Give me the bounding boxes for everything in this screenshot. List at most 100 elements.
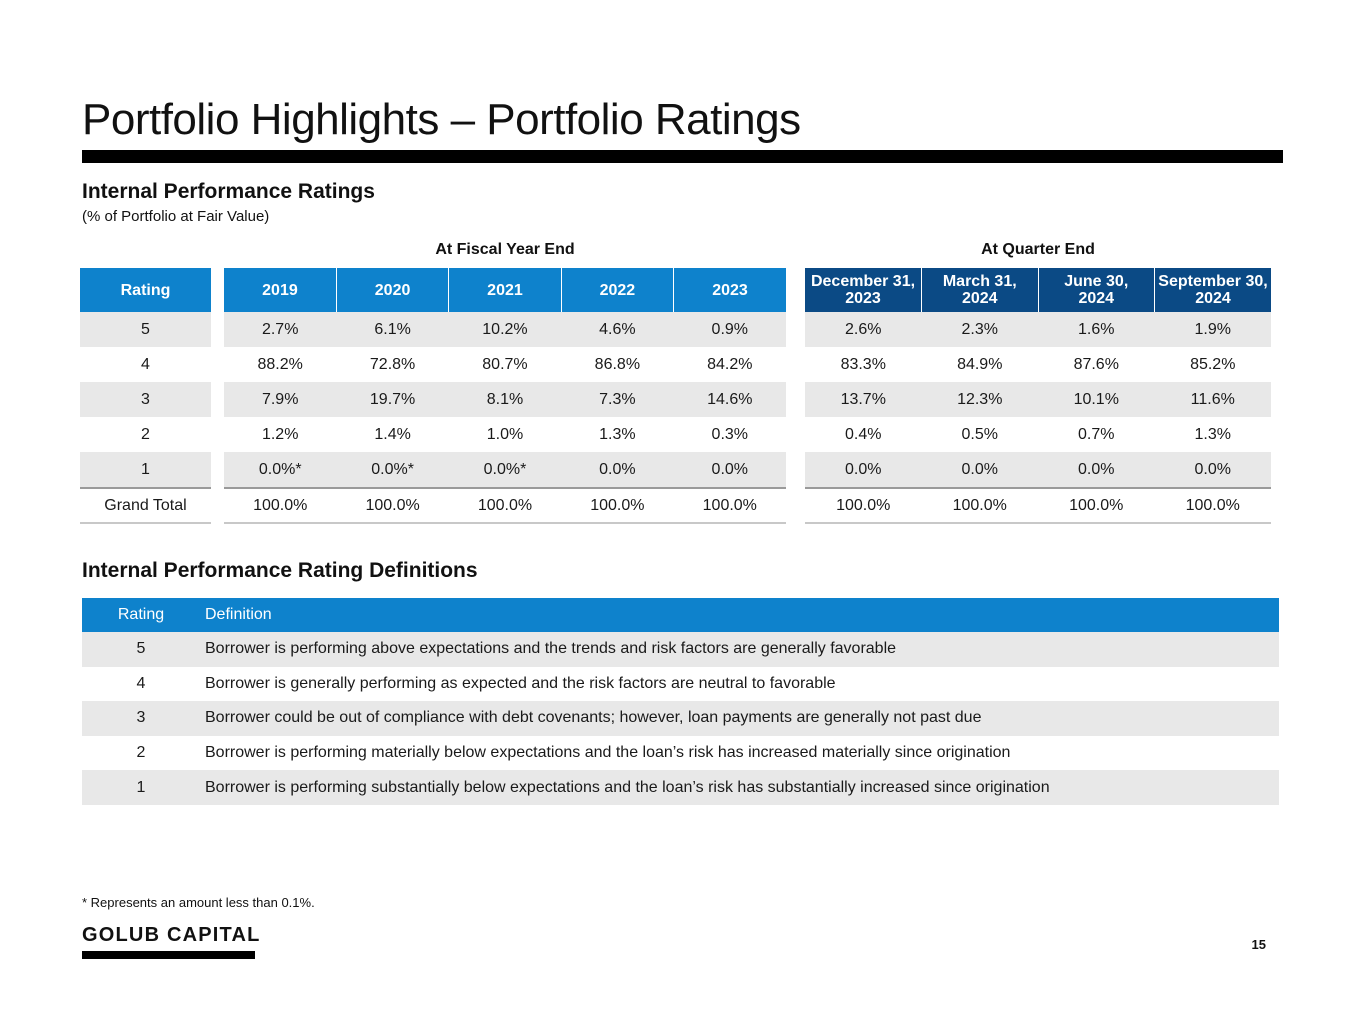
rating-cell: 1 [80,452,211,488]
definition-rating-cell: 2 [136,744,146,762]
table-row: 5 Borrower is performing above expectati… [82,632,1279,667]
value-cell: 1.9% [1154,312,1271,347]
rating-cell: 5 [80,312,211,347]
rating-cell: Grand Total [80,487,211,524]
table-row: 3 Borrower could be out of compliance wi… [82,701,1279,736]
value-cell: 0.9% [673,312,786,347]
definitions-definition-header: Definition [200,598,1279,632]
ratings-heading: Internal Performance Ratings [82,180,375,203]
ratings-subheading: (% of Portfolio at Fair Value) [82,208,270,225]
table-row: 3 [80,382,211,417]
quarter-header-mar-2024: March 31, 2024 [921,268,1038,312]
value-cell: 0.4% [845,425,882,443]
value-cell: 100.0% [673,487,786,524]
table-row: 2 Borrower is performing materially belo… [82,736,1279,771]
definitions-table: Rating Definition 5 Borrower is performi… [82,598,1279,805]
rating-header: Rating [80,268,211,312]
table-row: 88.2% 72.8% 80.7% 86.8% 84.2% [224,347,786,382]
value-cell: 12.3% [921,382,1038,417]
fiscal-group-label: At Fiscal Year End [435,241,575,258]
definition-rating-cell: 3 [82,701,200,736]
value-cell: 88.2% [257,355,303,373]
value-cell: 100.0% [1038,487,1155,524]
value-cell: 100.0% [1154,487,1271,524]
quarter-end-table: December 31, 2023 March 31, 2024 June 30, 2… [805,268,1271,524]
definitions-rating-header: Rating [82,598,200,632]
fiscal-header-2021: 2021 [448,268,562,312]
value-cell: 84.2% [707,355,753,373]
total-row: Grand Total [80,487,211,524]
rating-cell: 2 [141,425,150,443]
table-row: 2.6% 2.3% 1.6% 1.9% [805,312,1271,347]
value-cell: 100.0% [336,487,449,524]
value-cell: 0.5% [961,425,998,443]
value-cell: 0.0% [805,452,922,488]
definition-rating-cell: 5 [82,632,200,667]
value-cell: 1.3% [1194,425,1231,443]
value-cell: 1.4% [374,425,411,443]
quarter-header-dec-2023: December 31, 2023 [805,268,922,312]
fiscal-year-table: 2019 2020 2021 2022 2023 2.7% 6.1% 10.2%… [224,268,786,524]
value-cell: 0.0%* [224,452,337,488]
value-cell: 100.0% [561,487,674,524]
value-cell: 87.6% [1073,355,1119,373]
value-cell: 13.7% [805,382,922,417]
table-row: 0.0% 0.0% 0.0% 0.0% [805,452,1271,488]
value-cell: 84.9% [957,355,1003,373]
rating-cell: 3 [80,382,211,417]
value-cell: 80.7% [482,355,528,373]
value-cell: 14.6% [673,382,786,417]
value-cell: 0.0% [561,452,674,488]
table-row: 2.7% 6.1% 10.2% 4.6% 0.9% [224,312,786,347]
value-cell: 86.8% [594,355,641,373]
rating-cell: 4 [141,355,150,373]
value-cell: 0.0%* [336,452,449,488]
definition-text-cell: Borrower is generally performing as expe… [205,674,836,692]
value-cell: 0.0% [921,452,1038,488]
table-row: 5 [80,312,211,347]
quarter-header-sep-2024: September 30, 2024 [1154,268,1271,312]
definition-text-cell: Borrower is performing above expectation… [200,632,1279,667]
table-row: 4 [80,347,211,382]
table-row: 0.0%* 0.0%* 0.0%* 0.0% 0.0% [224,452,786,488]
definition-text-cell: Borrower is performing materially below … [205,744,1011,762]
value-cell: 1.6% [1038,312,1155,347]
value-cell: 4.6% [561,312,674,347]
table-row: 4 Borrower is generally performing as ex… [82,667,1279,702]
value-cell: 0.7% [1078,425,1115,443]
total-row: 100.0% 100.0% 100.0% 100.0% 100.0% [224,487,786,524]
company-logo: GOLUB CAPITAL [82,924,261,946]
value-cell: 100.0% [805,487,922,524]
value-cell: 8.1% [448,382,562,417]
table-row: 2 [80,417,211,452]
value-cell: 0.0% [673,452,786,488]
table-row: 13.7% 12.3% 10.1% 11.6% [805,382,1271,417]
title-rule [82,150,1283,163]
value-cell: 7.9% [224,382,337,417]
value-cell: 2.6% [805,312,922,347]
value-cell: 1.0% [486,425,524,443]
value-cell: 7.3% [561,382,674,417]
value-cell: 1.2% [261,425,299,443]
total-row: 100.0% 100.0% 100.0% 100.0% [805,487,1271,524]
value-cell: 2.7% [224,312,337,347]
definition-rating-cell: 1 [82,770,200,805]
value-cell: 0.0% [1038,452,1155,488]
value-cell: 0.3% [711,425,749,443]
logo-rule [82,951,255,959]
fiscal-header-2020: 2020 [335,268,449,312]
page-title: Portfolio Highlights – Portfolio Ratings [82,95,801,144]
value-cell: 10.2% [448,312,562,347]
fiscal-header-2019: 2019 [224,268,337,312]
definitions-heading: Internal Performance Rating Definitions [82,559,478,582]
footnote: * Represents an amount less than 0.1%. [82,895,315,910]
table-row: 83.3% 84.9% 87.6% 85.2% [805,347,1271,382]
fiscal-header-2022: 2022 [560,268,674,312]
table-row: 1.2% 1.4% 1.0% 1.3% 0.3% [224,417,786,452]
table-row: 7.9% 19.7% 8.1% 7.3% 14.6% [224,382,786,417]
value-cell: 0.0% [1154,452,1271,488]
quarter-group-label: At Quarter End [981,241,1095,258]
table-row: 1 [80,452,211,488]
definition-text-cell: Borrower could be out of compliance with… [200,701,1279,736]
quarter-header-jun-2024: June 30, 2024 [1037,268,1155,312]
